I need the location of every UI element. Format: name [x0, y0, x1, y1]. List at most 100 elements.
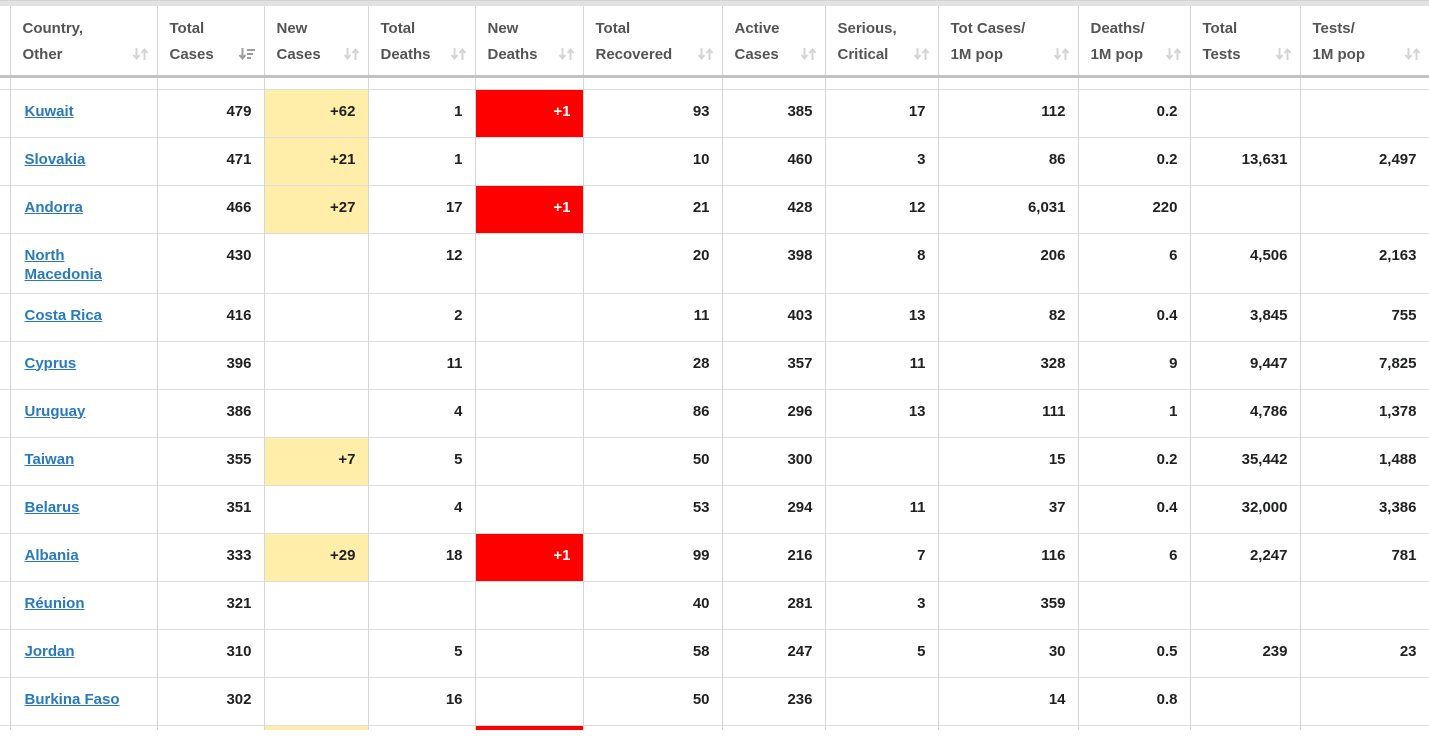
cell-total-tests: 32,000: [1190, 484, 1301, 533]
column-header-country[interactable]: Country, Other: [10, 6, 158, 78]
table-row: Slovakia 471 +21 1 10 460 3 86 0.2 13,631 2,497: [0, 137, 1429, 186]
clipped-left-cell: [0, 532, 11, 581]
top-edge-strip: [0, 0, 1429, 6]
column-header-tot-cases-1m[interactable]: Tot Cases/1M pop: [938, 6, 1079, 78]
cell-new-deaths: [475, 580, 584, 629]
sort-both-icon[interactable]: [450, 47, 467, 61]
clipped-cell: [264, 76, 369, 90]
country-link[interactable]: Jordan: [24, 642, 75, 660]
cell-tot-cases-1m: 86: [938, 137, 1079, 186]
country-link[interactable]: Uruguay: [24, 402, 86, 420]
table-row: Andorra 466 +27 17 +1 21 428 12 6,031 220: [0, 185, 1429, 234]
country-link[interactable]: Réunion: [24, 594, 85, 612]
cell-tot-cases-1m: 111: [938, 388, 1079, 437]
cell-tot-cases-1m: 30: [938, 628, 1079, 677]
country-link[interactable]: Slovakia: [24, 151, 86, 168]
country-link[interactable]: North Macedonia: [24, 247, 103, 283]
cell-tests-1m: 755: [1300, 292, 1429, 341]
cell-country: Taiwan: [10, 436, 158, 485]
column-header-new-cases[interactable]: New Cases: [264, 6, 369, 78]
clipped-left-cell: [0, 292, 11, 341]
cell-country: Andorra: [10, 185, 158, 234]
partial-cell-deaths-1m: [1078, 724, 1191, 730]
country-link[interactable]: Belarus: [24, 498, 80, 516]
cell-total-cases: 333: [157, 532, 265, 581]
sort-both-icon[interactable]: [800, 47, 817, 61]
cell-deaths-1m: 0.2: [1078, 89, 1191, 138]
cell-country: Kuwait: [10, 89, 158, 138]
cell-total-deaths: [368, 580, 476, 629]
cell-tot-cases-1m: 82: [938, 292, 1079, 341]
cell-total-deaths: 4: [368, 388, 476, 437]
country-link[interactable]: Burkina Faso: [24, 690, 120, 708]
column-header-total-tests[interactable]: Total Tests: [1190, 6, 1301, 78]
sort-both-icon[interactable]: [343, 47, 360, 61]
column-header-deaths-1m[interactable]: Deaths/1M pop: [1078, 6, 1191, 78]
country-link[interactable]: Andorra: [24, 199, 83, 216]
country-link[interactable]: Costa Rica: [24, 306, 103, 324]
cell-new-cases: +21: [264, 137, 369, 186]
table-row: Réunion 321 40 281 3 359: [0, 580, 1429, 629]
cell-deaths-1m: 0.2: [1078, 137, 1191, 186]
cell-deaths-1m: 0.8: [1078, 676, 1191, 725]
clipped-left-cell: [0, 436, 11, 485]
cell-total-recovered: 11: [583, 292, 723, 341]
cell-total-tests: 35,442: [1190, 436, 1301, 485]
cell-total-cases: 302: [157, 676, 265, 725]
cell-tot-cases-1m: 6,031: [938, 185, 1079, 234]
column-label-line1: New: [487, 20, 519, 37]
sort-both-icon[interactable]: [1165, 47, 1182, 61]
sort-desc-active-icon[interactable]: [238, 47, 256, 61]
cell-new-cases: +7: [264, 436, 369, 485]
cell-tests-1m: 781: [1300, 532, 1429, 581]
cell-total-recovered: 40: [583, 580, 723, 629]
table-row: Cyprus 396 11 28 357 11 328 9 9,447 7,825: [0, 340, 1429, 389]
cell-new-deaths: [475, 137, 584, 186]
country-link[interactable]: Kuwait: [24, 103, 74, 120]
sort-both-icon[interactable]: [1404, 47, 1421, 61]
cell-country: Jordan: [10, 628, 158, 677]
column-header-tests-1m[interactable]: Tests/1M pop: [1300, 6, 1429, 78]
cell-total-recovered: 20: [583, 233, 723, 293]
column-header-total-cases[interactable]: Total Cases: [157, 6, 265, 78]
sort-both-icon[interactable]: [132, 47, 149, 61]
cell-total-deaths: 18: [368, 532, 476, 581]
sort-both-icon[interactable]: [1053, 47, 1070, 61]
cell-tests-1m: 1,378: [1300, 388, 1429, 437]
column-header-total-deaths[interactable]: Total Deaths: [368, 6, 476, 78]
cell-total-deaths: 16: [368, 676, 476, 725]
clipped-cell: [722, 76, 826, 90]
column-label-line1: Total: [169, 20, 205, 37]
cell-total-tests: 2,247: [1190, 532, 1301, 581]
country-link[interactable]: Cyprus: [24, 354, 77, 372]
sort-both-icon[interactable]: [697, 47, 714, 61]
sort-both-icon[interactable]: [1275, 47, 1292, 61]
column-label-line1: Country,: [22, 20, 84, 37]
column-header-serious-critical[interactable]: Serious, Critical: [825, 6, 939, 78]
column-header-active-cases[interactable]: Active Cases: [722, 6, 826, 78]
cell-total-tests: 9,447: [1190, 340, 1301, 389]
sort-both-icon[interactable]: [913, 47, 930, 61]
table-header-row: Country, Other Total Cases New Cases Total Deat…: [0, 6, 1429, 78]
table-row: Albania 333 +29 18 +1 99 216 7 116 6 2,247 781: [0, 532, 1429, 581]
cell-serious-critical: 7: [825, 532, 939, 581]
cell-total-tests: [1190, 580, 1301, 629]
cell-country: North Macedonia: [10, 233, 158, 293]
cell-new-cases: [264, 676, 369, 725]
clipped-left-cell: [0, 676, 11, 725]
cell-total-tests: [1190, 676, 1301, 725]
column-header-new-deaths[interactable]: New Deaths: [475, 6, 584, 78]
country-link[interactable]: Albania: [24, 546, 79, 564]
partial-cell-tot-cases-1m: [938, 724, 1079, 730]
partial-row-below: [0, 724, 1429, 730]
cell-total-cases: 351: [157, 484, 265, 533]
cell-country: Cyprus: [10, 340, 158, 389]
clipped-cell: [1300, 76, 1429, 90]
country-link[interactable]: Taiwan: [24, 450, 75, 468]
cell-total-recovered: 93: [583, 89, 723, 138]
cell-new-cases: +62: [264, 89, 369, 138]
sort-both-icon[interactable]: [558, 47, 575, 61]
partial-cell-total-recovered: [583, 724, 723, 730]
column-header-total-recovered[interactable]: Total Recovered: [583, 6, 723, 78]
cell-new-deaths: [475, 388, 584, 437]
